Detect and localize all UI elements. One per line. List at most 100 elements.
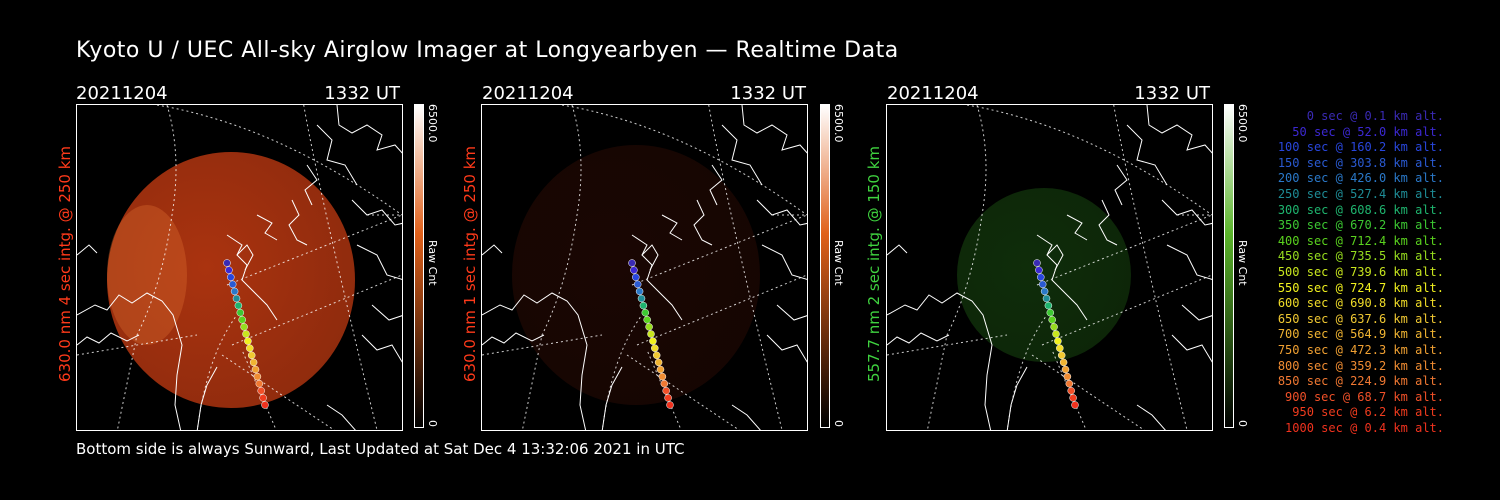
panel-1-side-label: 630.0 nm 4 sec intg. @ 250 km — [56, 145, 74, 382]
trajectory-point — [227, 273, 235, 281]
graticule-line — [303, 105, 378, 430]
panel-3-time: 1332 UT — [1134, 83, 1210, 104]
trajectory-point — [652, 351, 661, 360]
trajectory-point — [1057, 351, 1066, 360]
coastline — [356, 244, 402, 280]
trajectory-legend-item: 500 sec @ 739.6 km alt. — [1277, 265, 1444, 279]
trajectory-point — [628, 259, 636, 267]
coastline — [776, 304, 807, 321]
trajectory-point — [1069, 394, 1077, 402]
trajectory-point — [228, 280, 237, 289]
coastline — [326, 404, 356, 430]
trajectory-point — [255, 379, 264, 388]
graticule-line — [1031, 354, 1145, 430]
allsky-map — [482, 105, 807, 430]
graticule-line — [636, 274, 807, 346]
trajectory-point — [1042, 294, 1051, 303]
coastline — [721, 124, 763, 186]
trajectory-legend-item: 900 sec @ 68.7 km alt. — [1285, 389, 1444, 404]
coastline — [351, 199, 402, 226]
coastline — [601, 366, 623, 430]
coastline — [77, 244, 98, 256]
trajectory-point — [1044, 301, 1053, 310]
page-title: Kyoto U / UEC All-sky Airglow Imager at … — [76, 38, 899, 63]
trajectory-point — [647, 330, 655, 338]
coastline — [693, 199, 713, 246]
coastline — [1166, 244, 1212, 280]
trajectory-point — [643, 316, 651, 324]
coastline — [77, 332, 140, 346]
trajectory-legend-item: 200 sec @ 426.0 km alt. — [1277, 171, 1444, 186]
trajectory-point — [664, 394, 672, 402]
trajectory-legend-item: 50 sec @ 52.0 km alt. — [1292, 124, 1444, 139]
trajectory-legend-item: 700 sec @ 564.9 km alt. — [1277, 327, 1444, 342]
trajectory-point — [641, 308, 650, 317]
trajectory-point — [1071, 401, 1079, 409]
trajectory-point — [635, 287, 644, 296]
panel-2-allsky-image — [481, 104, 808, 431]
coastline — [641, 244, 659, 271]
graticule-line — [1006, 314, 1048, 430]
trajectory-point — [240, 323, 248, 331]
trajectory-point — [1061, 365, 1070, 374]
trajectory-point — [639, 301, 648, 310]
panel-3-colorbar-unit: Raw Cnt — [1236, 240, 1249, 286]
trajectory-point — [1063, 372, 1072, 381]
graticule-line — [221, 354, 335, 430]
panel-3-colorbar — [1224, 104, 1234, 428]
graticule-line — [521, 105, 582, 430]
coastline — [1036, 234, 1088, 321]
trajectory-legend-item: 450 sec @ 735.5 km alt. — [1277, 249, 1444, 264]
coastline — [661, 214, 683, 241]
panel-1-colorbar-min: 0 — [426, 420, 439, 427]
trajectory-point — [1050, 323, 1058, 331]
coastline — [336, 105, 402, 154]
panel-2-colorbar-min: 0 — [832, 420, 845, 427]
coastline — [1136, 404, 1166, 430]
trajectory-legend-item: 950 sec @ 6.2 km alt. — [1292, 405, 1444, 420]
trajectory-legend-item: 400 sec @ 712.4 km alt. — [1277, 233, 1444, 248]
trajectory-point — [1038, 280, 1047, 289]
trajectory-legend-item: 300 sec @ 608.6 km alt. — [1277, 202, 1444, 217]
panel-2-colorbar-max: 6500.0 — [832, 104, 845, 143]
trajectory-point — [632, 273, 640, 281]
coastline — [766, 334, 807, 363]
trajectory-point — [261, 401, 269, 409]
graticule-line — [1036, 214, 1212, 286]
trajectory-point — [223, 259, 231, 267]
graticule-line — [77, 334, 198, 356]
coastline — [887, 244, 908, 256]
trajectory-point — [236, 308, 245, 317]
trajectory-point — [658, 372, 667, 381]
panel-1-date: 20211204 — [76, 83, 168, 104]
graticule-line — [116, 105, 177, 430]
trajectory-legend-item: 800 sec @ 359.2 km alt. — [1277, 358, 1444, 373]
coastline — [1114, 164, 1128, 206]
trajectory-point — [1059, 358, 1068, 367]
coastline — [1181, 304, 1212, 321]
allsky-map — [77, 105, 402, 430]
coastline — [361, 334, 402, 363]
graticule-line — [626, 354, 740, 430]
airglow-image — [957, 188, 1131, 362]
coastline — [1006, 366, 1028, 430]
panel-2-time: 1332 UT — [730, 83, 806, 104]
trajectory-point — [649, 337, 657, 345]
trajectory-point — [1056, 344, 1064, 352]
trajectory-point — [225, 266, 233, 274]
trajectory-point — [230, 287, 239, 296]
trajectory-point — [259, 394, 267, 402]
panel-3-colorbar-max: 6500.0 — [1236, 104, 1249, 143]
trajectory-point — [1033, 259, 1041, 267]
graticule-line — [156, 105, 402, 216]
coastline — [304, 164, 318, 206]
trajectory-point — [633, 280, 642, 289]
coastline — [77, 292, 183, 430]
panel-3-allsky-image — [886, 104, 1213, 431]
trajectory-point — [1048, 316, 1056, 324]
trajectory-point — [232, 294, 241, 303]
trajectory-point — [662, 387, 670, 395]
coastline — [288, 199, 308, 246]
panel-3-side-label: 557.7 nm 2 sec intg. @ 150 km — [865, 145, 883, 382]
